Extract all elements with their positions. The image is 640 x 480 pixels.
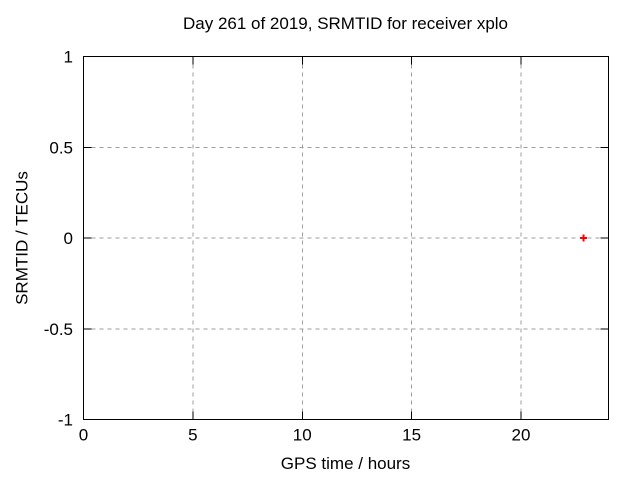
x-tick-label: 20 bbox=[512, 426, 531, 445]
plot-border bbox=[83, 56, 609, 420]
x-axis-label: GPS time / hours bbox=[280, 454, 411, 473]
y-tick-label: 0 bbox=[64, 229, 73, 248]
x-tick-label: 0 bbox=[79, 426, 88, 445]
y-tick-label: -1 bbox=[58, 411, 73, 430]
y-tick-label: -0.5 bbox=[44, 320, 73, 339]
y-tick-label: 1 bbox=[64, 48, 73, 67]
x-tick-label: 5 bbox=[188, 426, 197, 445]
y-tick-label: 0.5 bbox=[49, 138, 73, 157]
x-tick-label: 10 bbox=[293, 426, 312, 445]
chart-title: Day 261 of 2019, SRMTID for receiver xpl… bbox=[182, 14, 509, 33]
x-tick-label: 15 bbox=[402, 426, 421, 445]
